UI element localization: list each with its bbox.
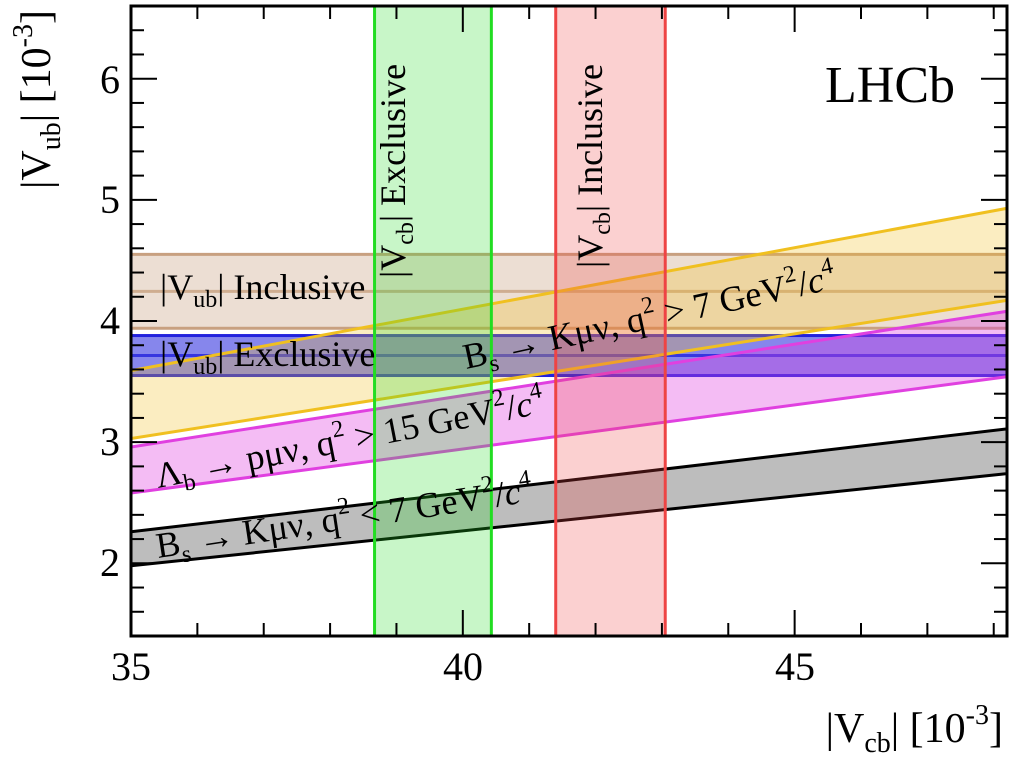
- band-sloped-0-bs-k-q-7-gev-c: [131, 206, 1007, 441]
- y-tick-label-6: 6: [100, 57, 120, 102]
- experiment-label: LHCb: [825, 57, 955, 114]
- x-tick-labels: 35 40 45: [111, 644, 815, 689]
- y-axis-title: |Vub| [10-3]: [8, 10, 67, 189]
- band-sloped-2-bs-k-q-7-gev-c: [131, 427, 1007, 568]
- x-axis-title: |Vcb| [10-3]: [826, 700, 1003, 759]
- label-vub-exclusive: |Vub| Exclusive: [160, 334, 375, 380]
- label-vcb-exclusive: |Vcb| Exclusive: [373, 64, 419, 278]
- y-tick-label-5: 5: [100, 177, 120, 222]
- x-tick-label-40: 40: [443, 644, 483, 689]
- band-v-0-vcb-exclusive: [373, 6, 493, 636]
- y-tick-label-4: 4: [100, 298, 120, 343]
- label-vcb-inclusive: |Vcb| Inclusive: [570, 64, 616, 268]
- x-tick-label-45: 45: [775, 644, 815, 689]
- y-tick-label-3: 3: [100, 419, 120, 464]
- axis-ticks: [130, 5, 1007, 637]
- y-tick-label-2: 2: [100, 540, 120, 585]
- label-vub-inclusive: |Vub| Inclusive: [160, 267, 365, 313]
- x-tick-label-35: 35: [111, 644, 151, 689]
- y-tick-labels: 2 3 4 5 6: [100, 57, 120, 585]
- band-sloped-1-b-p-q-15-gev-c: [131, 309, 1007, 495]
- bands-layer: [131, 6, 1007, 636]
- band-v-1-vcb-inclusive: [554, 6, 667, 636]
